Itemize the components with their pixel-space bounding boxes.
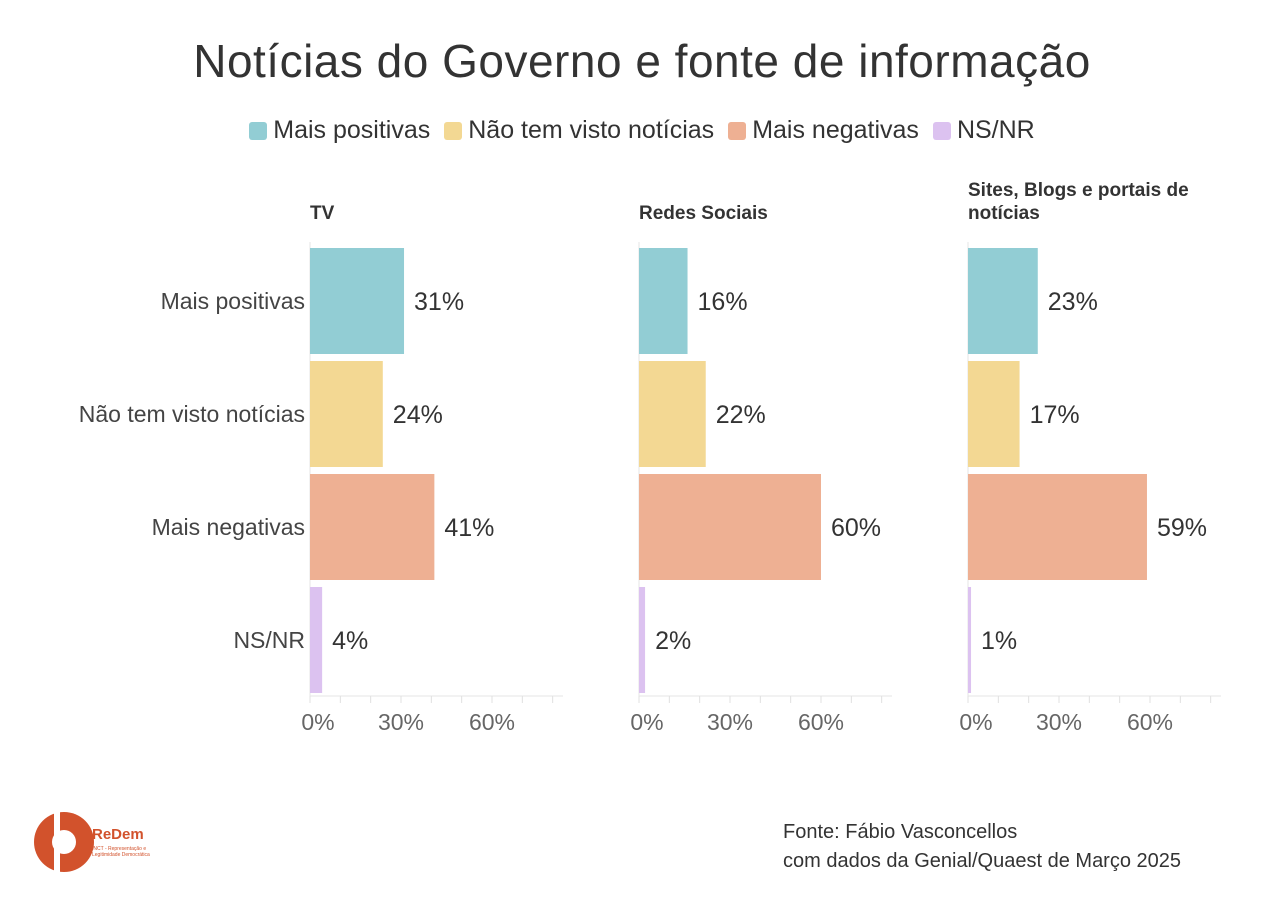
source-line-1: Fonte: Fábio Vasconcellos [783, 821, 1018, 843]
bar-sites-blogs-e-portais-de-noticias-mais-negativas [968, 474, 1147, 580]
bar-tv-nao-tem-visto-noticias [310, 361, 383, 467]
panel-title-tv: TV [310, 203, 335, 224]
x-tick-label-redes-sociais-60: 60% [798, 709, 844, 735]
bar-sites-blogs-e-portais-de-noticias-ns-nr [968, 587, 972, 693]
x-tick-label-redes-sociais-30: 30% [707, 709, 753, 735]
category-label-mais-positivas: Mais positivas [161, 288, 305, 314]
bar-redes-sociais-nao-tem-visto-noticias [639, 361, 706, 467]
x-tick-label-tv-60: 60% [469, 709, 515, 735]
chart-area: Mais positivas Não tem visto notícias Mais… [79, 180, 1221, 735]
logo-name: ReDem [92, 826, 144, 843]
value-label-sites-blogs-e-portais-de-noticias-mais-negativas: 59% [1157, 514, 1207, 542]
source-line-2: com dados da Genial/Quaest de Março 2025 [783, 850, 1182, 872]
x-tick-label-redes-sociais-0: 0% [630, 709, 663, 735]
value-label-tv-ns-nr: 4% [332, 627, 368, 655]
legend-swatch-mais-negativas [728, 121, 747, 140]
category-label-nao-tem-visto-noticias: Não tem visto notícias [79, 401, 305, 427]
value-label-redes-sociais-mais-negativas: 60% [831, 514, 881, 542]
legend-swatch-mais-positivas [249, 121, 268, 140]
bar-sites-blogs-e-portais-de-noticias-nao-tem-visto-noticias [968, 361, 1020, 467]
category-label-mais-negativas: Mais negativas [152, 514, 305, 540]
x-tick-label-tv-0: 0% [301, 709, 334, 735]
legend-label-mais-negativas: Mais negativas [752, 116, 919, 144]
value-label-tv-nao-tem-visto-noticias: 24% [393, 401, 443, 429]
bar-tv-mais-negativas [310, 474, 435, 580]
legend-item-nao-tem-visto: Não tem visto notícias [444, 116, 714, 145]
x-tick-label-sites-blogs-e-portais-de-noticias-0: 0% [959, 709, 992, 735]
x-tick-label-sites-blogs-e-portais-de-noticias-30: 30% [1036, 709, 1082, 735]
legend-item-ns-nr: NS/NR [932, 116, 1035, 145]
legend-label-nao-tem-visto: Não tem visto notícias [468, 116, 715, 144]
legend-label-mais-positivas: Mais positivas [273, 116, 431, 144]
value-label-sites-blogs-e-portais-de-noticias-mais-positivas: 23% [1048, 288, 1098, 316]
bar-redes-sociais-mais-negativas [639, 474, 821, 580]
value-label-redes-sociais-nao-tem-visto-noticias: 22% [716, 401, 766, 429]
panel-title-redes-sociais: Redes Sociais [639, 203, 768, 224]
value-label-redes-sociais-ns-nr: 2% [655, 627, 691, 655]
value-label-redes-sociais-mais-positivas: 16% [698, 288, 748, 316]
panel-title-sites-blogs-e-portais-de-noticias-line2: notícias [968, 203, 1040, 224]
legend: Mais positivas Não tem visto notícias Ma… [0, 116, 1284, 145]
bar-redes-sociais-ns-nr [639, 587, 646, 693]
x-tick-label-tv-30: 30% [378, 709, 424, 735]
bar-tv-mais-positivas [310, 248, 405, 354]
legend-item-mais-negativas: Mais negativas [728, 116, 919, 145]
redem-logo [34, 812, 94, 872]
bar-sites-blogs-e-portais-de-noticias-mais-positivas [968, 248, 1038, 354]
value-label-tv-mais-negativas: 41% [444, 514, 494, 542]
source-note: Fonte: Fábio Vasconcellos com dados da G… [783, 818, 1181, 876]
category-label-ns-nr: NS/NR [233, 627, 305, 653]
value-label-sites-blogs-e-portais-de-noticias-nao-tem-visto-noticias: 17% [1030, 401, 1080, 429]
value-label-tv-mais-positivas: 31% [414, 288, 464, 316]
bar-redes-sociais-mais-positivas [639, 248, 688, 354]
bar-tv-ns-nr [310, 587, 323, 693]
panel-title-sites-blogs-e-portais-de-noticias-line1: Sites, Blogs e portais de [968, 180, 1189, 201]
chart-title: Notícias do Governo e fonte de informaçã… [193, 35, 1091, 87]
legend-swatch-ns-nr [932, 121, 951, 140]
value-label-sites-blogs-e-portais-de-noticias-ns-nr: 1% [981, 627, 1017, 655]
x-tick-label-sites-blogs-e-portais-de-noticias-60: 60% [1127, 709, 1173, 735]
legend-label-ns-nr: NS/NR [956, 116, 1035, 144]
logo-subtitle: INCT - Representação e Legitimidade Demo… [92, 846, 150, 858]
legend-item-mais-positivas: Mais positivas [249, 116, 430, 145]
legend-swatch-nao-tem-visto [444, 121, 463, 140]
